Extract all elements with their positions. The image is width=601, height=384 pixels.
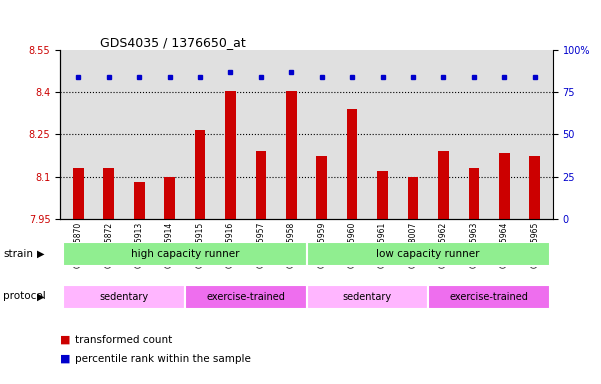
- Bar: [63, 285, 185, 309]
- Bar: [255, 151, 266, 219]
- Text: low capacity runner: low capacity runner: [376, 249, 480, 260]
- Bar: [499, 153, 510, 219]
- Bar: [185, 285, 307, 309]
- Bar: [164, 177, 175, 219]
- Bar: [347, 109, 358, 219]
- Text: protocol: protocol: [3, 291, 46, 301]
- Text: ■: ■: [60, 354, 70, 364]
- Bar: [73, 168, 84, 219]
- Bar: [428, 285, 550, 309]
- Text: strain: strain: [3, 249, 33, 259]
- Text: transformed count: transformed count: [75, 335, 172, 345]
- Text: ▶: ▶: [37, 249, 44, 259]
- Text: GDS4035 / 1376650_at: GDS4035 / 1376650_at: [100, 36, 245, 49]
- Bar: [134, 182, 144, 219]
- Bar: [529, 156, 540, 219]
- Bar: [307, 285, 428, 309]
- Text: ■: ■: [60, 335, 70, 345]
- Bar: [407, 177, 418, 219]
- Bar: [103, 168, 114, 219]
- Text: high capacity runner: high capacity runner: [130, 249, 239, 260]
- Bar: [377, 171, 388, 219]
- Text: sedentary: sedentary: [99, 291, 148, 302]
- Bar: [225, 91, 236, 219]
- Bar: [469, 168, 479, 219]
- Bar: [286, 91, 297, 219]
- Text: ▶: ▶: [37, 291, 44, 301]
- Text: exercise-trained: exercise-trained: [206, 291, 285, 302]
- Bar: [438, 151, 449, 219]
- Text: exercise-trained: exercise-trained: [450, 291, 528, 302]
- Bar: [316, 156, 327, 219]
- Bar: [195, 130, 206, 219]
- Bar: [307, 242, 550, 266]
- Text: sedentary: sedentary: [343, 291, 392, 302]
- Text: percentile rank within the sample: percentile rank within the sample: [75, 354, 251, 364]
- Bar: [63, 242, 307, 266]
